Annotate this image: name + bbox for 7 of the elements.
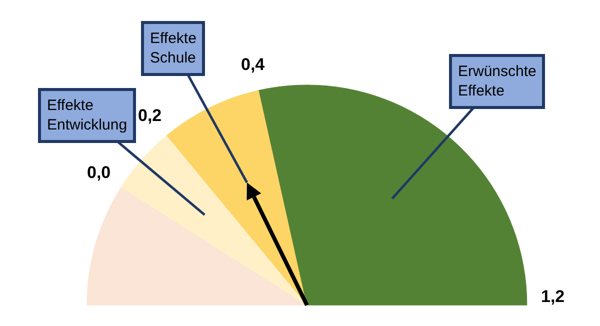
text: 0,0 <box>87 163 111 182</box>
text: 1,2 <box>541 287 565 306</box>
slice-label: Effekte Entwicklung <box>47 97 128 134</box>
slice-label: Erwünschte Effekte <box>458 63 536 100</box>
text: 0,2 <box>138 106 162 125</box>
slice-label: Effekte Schule <box>150 30 196 66</box>
text: 0,4 <box>241 55 266 74</box>
